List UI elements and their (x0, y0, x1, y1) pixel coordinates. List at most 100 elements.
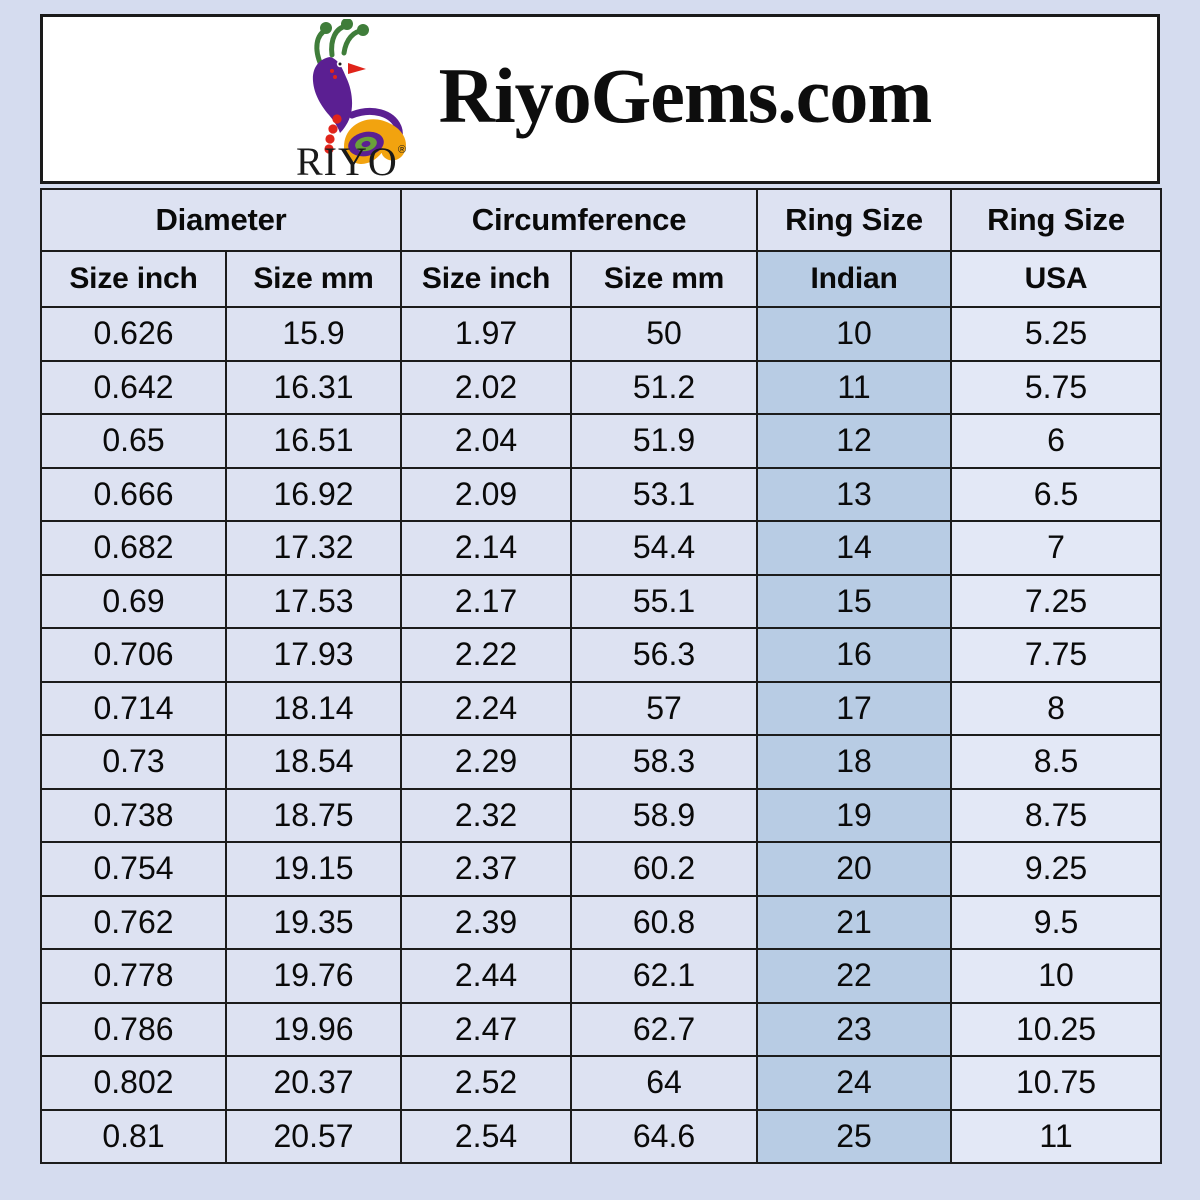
table-row: 0.778 19.76 2.44 62.1 22 10 (40, 948, 1163, 1004)
cell-indian: 19 (756, 787, 953, 843)
cell-diameter-mm: 16.51 (224, 413, 403, 469)
sub-header-circumference-inch: Size inch (400, 250, 573, 308)
cell-diameter-inch: 0.802 (40, 1055, 227, 1111)
cell-circumference-inch: 2.22 (400, 627, 573, 683)
table-row: 0.738 18.75 2.32 58.9 19 8.75 (40, 787, 1163, 843)
table-row: 0.65 16.51 2.04 51.9 12 6 (40, 413, 1163, 469)
cell-indian: 21 (756, 894, 953, 950)
cell-usa: 5.25 (950, 306, 1163, 362)
cell-diameter-inch: 0.65 (40, 413, 227, 469)
cell-diameter-mm: 16.92 (224, 466, 403, 522)
logo-wordmark: RIYO (296, 139, 398, 177)
cell-diameter-inch: 0.778 (40, 948, 227, 1004)
cell-diameter-inch: 0.682 (40, 520, 227, 576)
group-header-ring-size-indian: Ring Size (756, 188, 953, 252)
cell-circumference-inch: 2.54 (400, 1108, 573, 1164)
cell-circumference-mm: 64 (570, 1055, 759, 1111)
cell-usa: 10.75 (950, 1055, 1163, 1111)
cell-circumference-inch: 2.39 (400, 894, 573, 950)
table-row: 0.762 19.35 2.39 60.8 21 9.5 (40, 894, 1163, 950)
cell-circumference-inch: 2.32 (400, 787, 573, 843)
cell-circumference-inch: 2.24 (400, 680, 573, 736)
cell-circumference-inch: 2.37 (400, 841, 573, 897)
cell-indian: 20 (756, 841, 953, 897)
table-row: 0.786 19.96 2.47 62.7 23 10.25 (40, 1001, 1163, 1057)
table-row: 0.666 16.92 2.09 53.1 13 6.5 (40, 466, 1163, 522)
cell-usa: 6 (950, 413, 1163, 469)
cell-circumference-inch: 2.04 (400, 413, 573, 469)
cell-circumference-mm: 62.7 (570, 1001, 759, 1057)
cell-diameter-inch: 0.81 (40, 1108, 227, 1164)
sub-header-diameter-inch: Size inch (40, 250, 227, 308)
cell-diameter-inch: 0.738 (40, 787, 227, 843)
cell-diameter-mm: 19.35 (224, 894, 403, 950)
cell-circumference-inch: 1.97 (400, 306, 573, 362)
cell-circumference-mm: 56.3 (570, 627, 759, 683)
table-row: 0.714 18.14 2.24 57 17 8 (40, 680, 1163, 736)
cell-circumference-inch: 2.44 (400, 948, 573, 1004)
cell-diameter-mm: 17.32 (224, 520, 403, 576)
table-row: 0.754 19.15 2.37 60.2 20 9.25 (40, 841, 1163, 897)
cell-circumference-mm: 60.2 (570, 841, 759, 897)
table-row: 0.81 20.57 2.54 64.6 25 11 (40, 1108, 1163, 1164)
cell-usa: 6.5 (950, 466, 1163, 522)
cell-diameter-inch: 0.69 (40, 573, 227, 629)
cell-usa: 11 (950, 1108, 1163, 1164)
cell-indian: 24 (756, 1055, 953, 1111)
group-header-row: Diameter Circumference Ring Size Ring Si… (39, 188, 1163, 252)
cell-circumference-mm: 50 (570, 306, 759, 362)
cell-diameter-mm: 20.57 (224, 1108, 403, 1164)
cell-diameter-inch: 0.706 (40, 627, 227, 683)
sub-header-indian: Indian (756, 250, 953, 308)
cell-diameter-mm: 17.93 (224, 627, 403, 683)
group-header-circumference: Circumference (400, 188, 759, 252)
cell-circumference-mm: 55.1 (570, 573, 759, 629)
cell-usa: 7.25 (950, 573, 1163, 629)
cell-circumference-mm: 62.1 (570, 948, 759, 1004)
group-header-diameter: Diameter (39, 188, 403, 252)
cell-diameter-inch: 0.666 (40, 466, 227, 522)
table-row: 0.642 16.31 2.02 51.2 11 5.75 (40, 359, 1163, 415)
cell-usa: 8.75 (950, 787, 1163, 843)
cell-circumference-inch: 2.09 (400, 466, 573, 522)
cell-usa: 9.5 (950, 894, 1163, 950)
cell-circumference-mm: 51.2 (570, 359, 759, 415)
cell-circumference-inch: 2.02 (400, 359, 573, 415)
table-row: 0.682 17.32 2.14 54.4 14 7 (40, 520, 1163, 576)
cell-diameter-mm: 18.75 (224, 787, 403, 843)
cell-indian: 13 (756, 466, 953, 522)
peacock-logo-icon: RIYO ® (296, 19, 406, 177)
table-row: 0.73 18.54 2.29 58.3 18 8.5 (40, 734, 1163, 790)
cell-diameter-inch: 0.714 (40, 680, 227, 736)
ring-size-table: Diameter Circumference Ring Size Ring Si… (39, 188, 1163, 1164)
cell-usa: 7 (950, 520, 1163, 576)
cell-usa: 9.25 (950, 841, 1163, 897)
sub-header-row: Size inch Size mm Size inch Size mm Indi… (40, 250, 1163, 308)
cell-indian: 18 (756, 734, 953, 790)
cell-diameter-inch: 0.73 (40, 734, 227, 790)
cell-usa: 10 (950, 948, 1163, 1004)
cell-diameter-mm: 19.15 (224, 841, 403, 897)
cell-usa: 5.75 (950, 359, 1163, 415)
cell-circumference-mm: 60.8 (570, 894, 759, 950)
brand-title: RiyoGems.com (438, 52, 933, 139)
cell-diameter-mm: 15.9 (224, 306, 403, 362)
cell-circumference-inch: 2.29 (400, 734, 573, 790)
sub-header-circumference-mm: Size mm (570, 250, 759, 308)
cell-diameter-mm: 17.53 (224, 573, 403, 629)
table-body: 0.626 15.9 1.97 50 10 5.25 0.642 16.31 2.02 51.2 1… (40, 306, 1163, 1164)
cell-diameter-inch: 0.642 (40, 359, 227, 415)
cell-circumference-mm: 58.9 (570, 787, 759, 843)
cell-indian: 10 (756, 306, 953, 362)
sub-header-diameter-mm: Size mm (224, 250, 403, 308)
cell-circumference-mm: 51.9 (570, 413, 759, 469)
cell-diameter-inch: 0.786 (40, 1001, 227, 1057)
registered-mark-icon: ® (398, 144, 406, 156)
cell-circumference-inch: 2.14 (400, 520, 573, 576)
cell-diameter-mm: 18.54 (224, 734, 403, 790)
cell-indian: 11 (756, 359, 953, 415)
table-row: 0.626 15.9 1.97 50 10 5.25 (40, 306, 1163, 362)
cell-diameter-inch: 0.762 (40, 894, 227, 950)
cell-diameter-inch: 0.754 (40, 841, 227, 897)
